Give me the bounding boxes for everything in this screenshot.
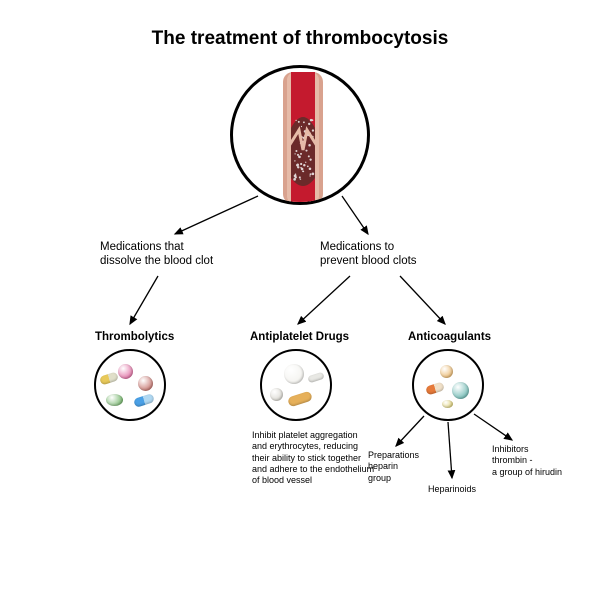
branch-label-dissolve: Medications thatdissolve the blood clot: [100, 240, 213, 269]
pill-icon: [138, 376, 153, 391]
anticoagulants-pills-circle: [412, 349, 484, 421]
pill-icon: [442, 400, 453, 408]
blood-vessel-diagram: [230, 65, 370, 205]
antiplatelet-description: Inhibit platelet aggregationand erythroc…: [252, 430, 374, 486]
anticoagulants-title: Anticoagulants: [408, 330, 491, 344]
antiplatelet-title: Antiplatelet Drugs: [250, 330, 349, 344]
pill-icon: [133, 393, 155, 408]
pill-icon: [106, 394, 123, 406]
pill-icon: [287, 391, 313, 408]
pill-icon: [425, 381, 445, 395]
pill-icon: [284, 364, 304, 384]
anticoag-sub-heparinoids: Heparinoids: [428, 484, 476, 495]
branch-label-prevent: Medications toprevent blood clots: [320, 240, 417, 269]
anticoag-sub-hirudin: Inhibitorsthrombin -a group of hirudin: [492, 444, 562, 478]
vessel-icon: [233, 68, 370, 205]
thrombolytics-title: Thrombolytics: [95, 330, 174, 344]
pill-icon: [440, 365, 453, 378]
pill-icon: [99, 371, 119, 385]
antiplatelet-pills-circle: [260, 349, 332, 421]
pill-icon: [118, 364, 133, 379]
pill-icon: [270, 388, 283, 401]
thrombolytics-pills-circle: [94, 349, 166, 421]
pill-icon: [307, 372, 324, 384]
page-title: The treatment of thrombocytosis: [0, 28, 600, 50]
anticoag-sub-heparin: Preparationsheparingroup: [368, 450, 419, 484]
pill-icon: [452, 382, 469, 399]
